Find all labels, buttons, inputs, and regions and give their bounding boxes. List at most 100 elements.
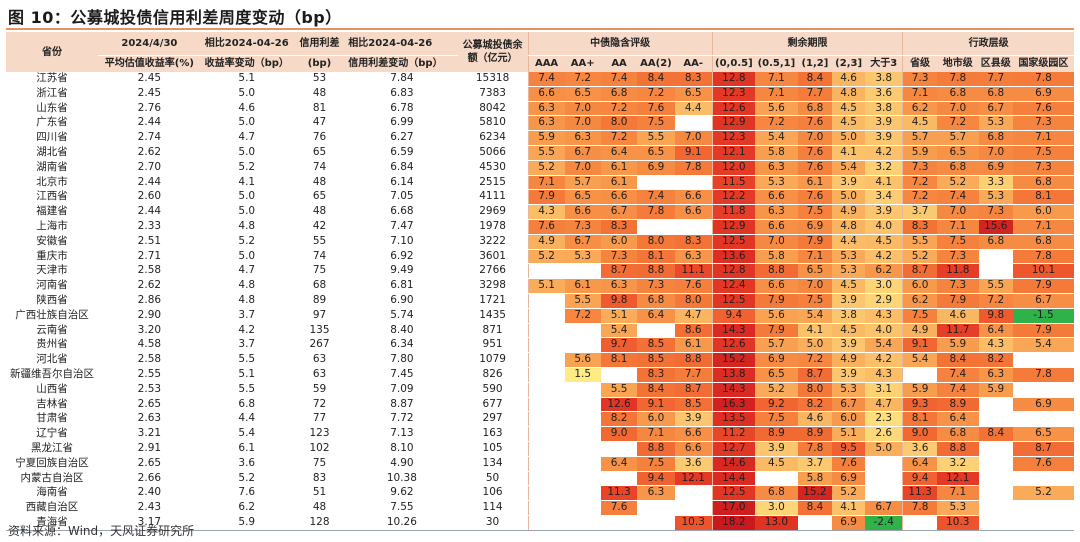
term-cell: 7.5 (755, 411, 798, 427)
term-cell: 7.6 (797, 160, 833, 176)
chg-spread-cell: 6.34 (390, 338, 414, 351)
rating-cell: 11.3 (600, 485, 638, 501)
table-row: 新疆维吾尔自治区 2.55 5.1 63 7.45 826 1.5 8.3 7.7 13.8 6.5… (6, 367, 1074, 383)
yield-cell: 2.60 (137, 190, 162, 203)
rating-cell: 8.2 (600, 411, 638, 427)
admin-cell: 7.9 (936, 293, 979, 309)
term-cell: 6.2 (865, 263, 903, 279)
balance-cell: 3222 (479, 234, 506, 247)
term-cell: 8.7 (797, 367, 833, 383)
admin-cell: 6.0 (902, 278, 937, 294)
admin-cell: 7.1 (902, 86, 937, 102)
spread-cell: 72 (312, 397, 327, 410)
rating-cell (527, 500, 565, 516)
rating-col-header: AA (600, 55, 638, 72)
term-cell: 6.3 (755, 160, 798, 176)
rating-cell (527, 471, 565, 486)
rating-cell (565, 441, 601, 456)
term-cell: 7.1 (755, 86, 798, 102)
header-balance-sub: 额（亿元） (467, 53, 518, 64)
admin-cell: 6.8 (1012, 234, 1074, 250)
chg-spread-cell: 6.78 (390, 101, 414, 114)
chg-spread-cell: 4.90 (390, 456, 414, 469)
term-col-header: (1,2] (797, 55, 833, 72)
admin-cell: 5.9 (936, 337, 979, 353)
table-row: 青海省 3.17 5.9 128 10.26 30 10.3 18.2 13.0 6.9 -2.4 1… (6, 515, 1074, 531)
admin-cell: 7.4 (936, 367, 979, 383)
term-col-header: (0,0.5] (711, 55, 755, 72)
term-cell: 3.8 (865, 72, 903, 87)
balance-cell: 8042 (479, 101, 506, 114)
rating-cell (527, 382, 565, 398)
admin-cell: 11.8 (936, 263, 979, 279)
admin-cell: 7.2 (978, 293, 1013, 309)
spread-cell: 128 (292, 515, 347, 531)
admin-cell: 7.2 (902, 189, 937, 205)
rating-cell (565, 412, 601, 427)
term-cell: 3.9 (832, 367, 866, 383)
province-cell: 湖南省 (36, 160, 68, 173)
term-cell: 3.9 (832, 293, 866, 309)
admin-cell (1013, 412, 1074, 427)
admin-cell: 6.4 (936, 411, 979, 427)
rating-cell: 10.3 (674, 515, 713, 531)
balance-cell: 6234 (479, 131, 506, 144)
rating-cell (527, 441, 565, 457)
term-cell: 12.9 (711, 219, 755, 235)
balance-cell: 677 (482, 397, 503, 410)
rating-cell: 7.2 (564, 308, 601, 324)
chg-yield-cell: 4.7 (238, 264, 256, 277)
rating-cell: 3.6 (674, 456, 713, 472)
admin-cell: 7.6 (1012, 101, 1074, 116)
chg-spread-cell: 6.81 (390, 279, 414, 292)
spread-cell: 267 (309, 338, 330, 351)
province-cell: 四川省 (36, 131, 68, 144)
admin-cell (979, 441, 1013, 456)
balance-cell: 1435 (479, 308, 506, 321)
rating-cell: 7.1 (527, 175, 565, 190)
rating-cell: 7.2 (600, 130, 638, 146)
admin-cell: -1.5 (1012, 308, 1074, 324)
header-spread-sub: (bp) (292, 55, 347, 72)
term-cell: 4.5 (832, 115, 866, 131)
spread-cell: 74 (312, 249, 327, 262)
rating-cell: 5.3 (564, 249, 601, 264)
table-row: 陕西省 2.86 4.8 89 6.90 1721 5.5 9.8 6.8 8.0 12.5 7.9 7… (6, 293, 1074, 309)
yield-cell: 2.45 (137, 86, 162, 99)
rating-cell (565, 501, 601, 516)
table-row: 湖北省 2.62 5.0 65 6.59 5066 5.5 6.7 6.4 6.5 9.1 12.1 5… (6, 145, 1074, 161)
yield-cell: 2.91 (137, 441, 162, 454)
rating-cell: 7.7 (674, 367, 713, 383)
chg-yield-cell: 4.4 (238, 412, 256, 425)
rating-cell (637, 219, 674, 234)
rating-cell: 6.7 (564, 145, 601, 161)
term-col-header: 大于3 (865, 55, 903, 72)
rating-cell: 1.5 (564, 367, 601, 383)
admin-col-header: 地市级 (936, 55, 979, 72)
chg-spread-cell: 6.14 (390, 175, 414, 188)
admin-cell: 8.7 (1012, 441, 1074, 457)
balance-cell: 106 (482, 486, 503, 499)
rating-cell: 5.5 (527, 145, 565, 161)
term-cell: 4.0 (865, 219, 903, 235)
spread-table: 省份 2024/4/30 相比2024-04-26 信用利差 相比2024-04… (6, 32, 1074, 531)
term-cell: 5.4 (797, 308, 833, 324)
rating-cell: 5.2 (527, 160, 565, 176)
term-cell: 4.9 (832, 204, 866, 220)
admin-cell: 7.1 (1012, 219, 1074, 235)
rating-cell: 6.4 (600, 456, 638, 472)
balance-cell: 1079 (479, 353, 506, 366)
admin-cell: 6.9 (978, 160, 1013, 176)
province-cell: 西藏自治区 (25, 501, 79, 514)
rating-cell: 5.1 (527, 278, 565, 294)
balance-cell: 163 (482, 427, 503, 440)
admin-cell: 7.1 (936, 219, 979, 235)
admin-cell: 9.1 (902, 337, 937, 353)
rating-cell: 6.6 (600, 189, 638, 205)
rating-cell: 7.5 (637, 115, 675, 131)
yield-cell: 3.20 (137, 323, 162, 336)
rating-cell: 6.5 (674, 86, 713, 102)
province-cell: 江西省 (36, 190, 68, 203)
table-row: 甘肃省 2.63 4.4 77 7.72 297 8.2 6.0 3.9 13.5 7.5 4.6 6.… (6, 411, 1074, 427)
rating-col-header: AAA (527, 55, 565, 72)
